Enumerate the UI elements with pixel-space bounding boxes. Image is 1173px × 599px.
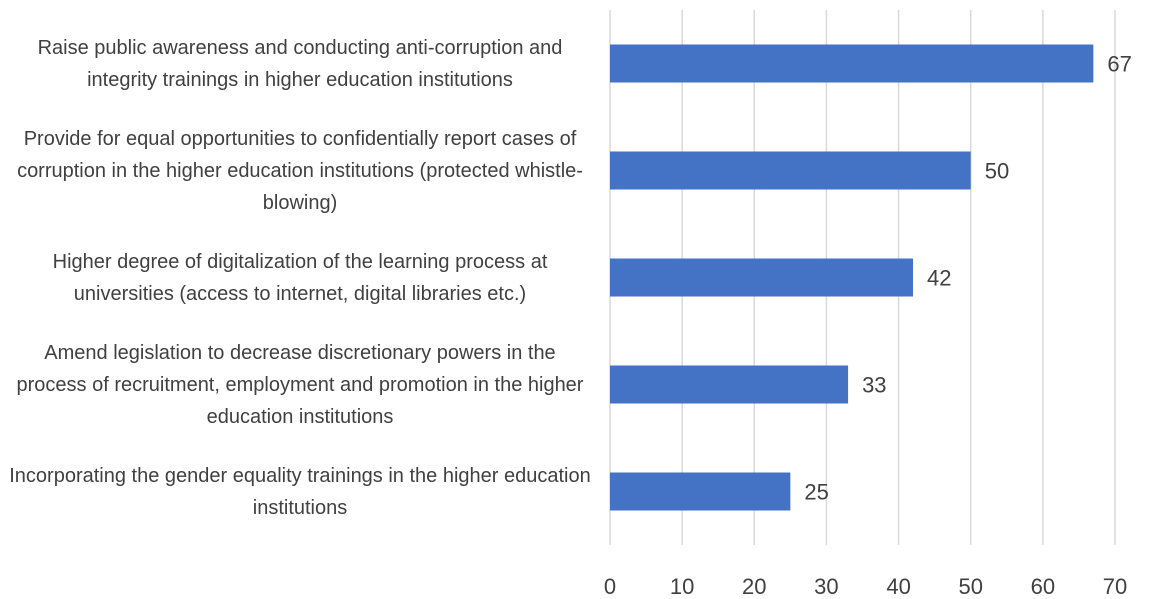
category-label: Raise public awareness and conducting an…: [37, 36, 563, 91]
x-tick-label: 10: [670, 574, 694, 599]
bar: [610, 365, 849, 404]
category-label: Higher degree of digitalization of the l…: [52, 250, 548, 305]
bar: [610, 472, 791, 511]
value-label: 42: [927, 265, 951, 290]
x-tick-label: 50: [958, 574, 982, 599]
bar: [610, 44, 1094, 83]
value-label: 67: [1107, 51, 1131, 76]
x-tick-label: 20: [742, 574, 766, 599]
value-label: 33: [862, 372, 886, 397]
x-tick-label: 0: [604, 574, 616, 599]
bar: [610, 151, 971, 190]
category-label: Amend legislation to decrease discretion…: [16, 341, 584, 428]
value-label: 50: [985, 158, 1009, 183]
value-label: 25: [804, 479, 828, 504]
x-tick-label: 40: [886, 574, 910, 599]
x-tick-label: 30: [814, 574, 838, 599]
x-tick-label: 70: [1103, 574, 1127, 599]
category-label: Provide for equal opportunities to confi…: [17, 127, 583, 214]
x-tick-label: 60: [1031, 574, 1055, 599]
bar: [610, 258, 913, 297]
category-label: Incorporating the gender equality traini…: [9, 464, 591, 519]
